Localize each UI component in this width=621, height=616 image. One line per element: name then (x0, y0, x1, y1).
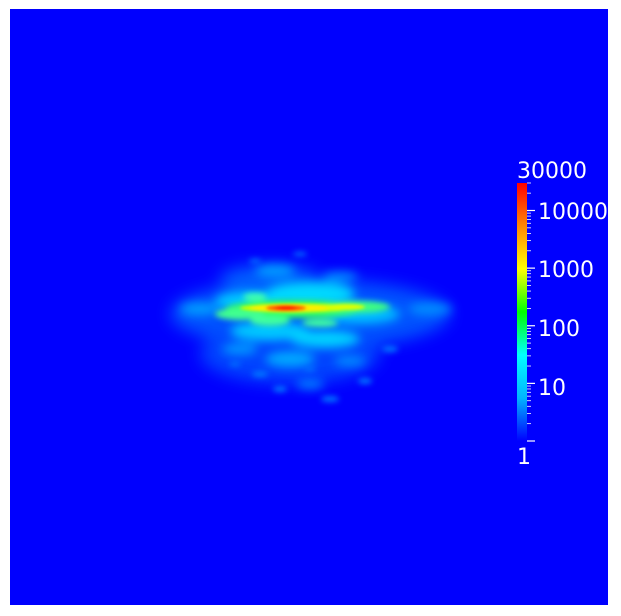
colorbar-ticks (527, 182, 535, 442)
colorbar-min-label: 1 (517, 445, 531, 470)
density-plot (170, 252, 452, 402)
colorbar-tick-label-1000: 1000 (538, 258, 594, 283)
render-viewport[interactable]: 30000 10000 1000 100 10 1 (10, 9, 608, 605)
colorbar-tick-label-10000: 10000 (538, 200, 608, 225)
density-peak-red (266, 305, 306, 311)
colorbar-tick-label-10: 10 (538, 376, 566, 401)
colorbar-gradient (517, 183, 527, 441)
colorbar (517, 182, 535, 442)
density-cloud-cyan (180, 265, 452, 389)
colorbar-tick-label-100: 100 (538, 317, 580, 342)
density-speckles (229, 252, 398, 402)
colorbar-max-label: 30000 (517, 159, 587, 184)
